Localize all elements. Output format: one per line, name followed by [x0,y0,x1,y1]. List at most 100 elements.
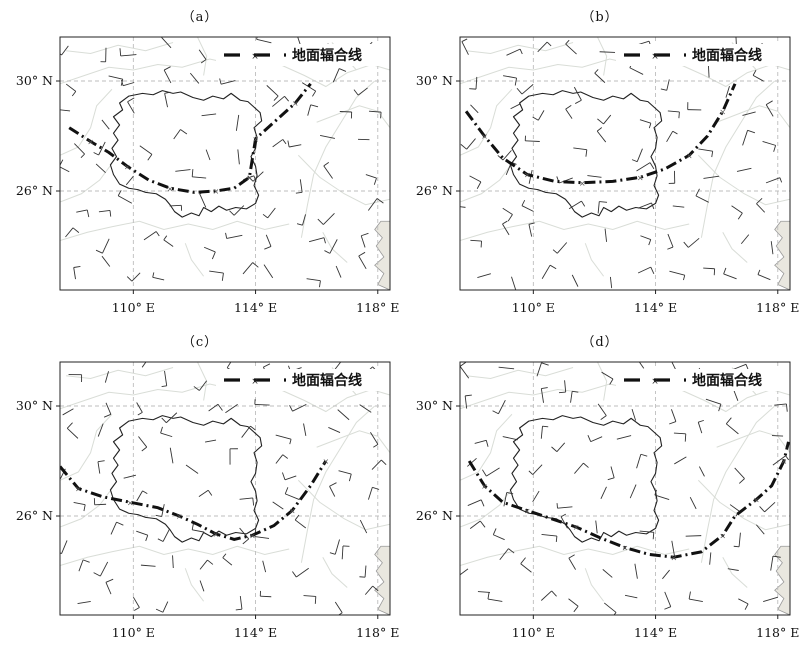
wind-barb [765,177,783,184]
wind-barb [60,45,69,56]
wind-barb [247,171,264,182]
wind-barb [175,169,191,172]
wind-barb [101,255,111,267]
wind-barb [254,399,270,406]
wind-barb [634,563,638,579]
wind-barb [324,239,338,254]
convergence-marker: × [781,457,788,466]
longitude-tick-label: 118° E [356,625,399,640]
wind-barb [141,362,147,368]
hunan-boundary [109,415,263,543]
wind-barb [695,188,709,203]
legend: × 地面辐合线 [616,44,784,66]
wind-barb [587,175,602,178]
legend-background [616,369,784,391]
wind-barb [757,269,771,281]
sea-area [774,220,790,290]
wind-barb [759,502,776,513]
wind-barb [333,362,342,371]
wind-barb [320,135,335,139]
background-border [700,405,776,563]
wind-barb [470,104,479,114]
legend-label: 地面辐合线 [292,47,362,64]
convergence-marker: × [249,531,256,540]
wind-barb [359,404,372,413]
legend: × 地面辐合线 [216,44,384,66]
wind-barb [295,179,303,194]
wind-barb [520,557,532,573]
wind-barb [740,234,750,245]
wind-barb [666,130,678,143]
wind-barb [503,75,518,86]
wind-barb [65,83,77,97]
wind-barb [173,129,188,140]
legend: × 地面辐合线 [216,369,384,391]
wind-barb [738,598,749,610]
wind-barb [73,266,81,280]
convergence-marker: × [124,162,131,171]
longitude-tick-label: 110° E [512,625,555,640]
map-panel-c: （c） × × × × × × × 110° E 114° E 118° E 30° N 26° N ×… [0,325,400,650]
convergence-marker: × [481,132,488,141]
wind-barb [337,409,350,421]
wind-barb [62,408,74,416]
wind-barb [123,474,136,479]
wind-barb [742,129,756,146]
wind-barb [294,514,307,529]
wind-barb [536,362,549,377]
wind-barb [467,499,485,507]
wind-barb [308,237,326,244]
wind-barb [127,97,135,114]
wind-barb [672,205,685,208]
legend-marker: × [651,377,659,387]
wind-barb [97,423,104,437]
wind-barb [600,486,607,499]
wind-barb [136,490,148,502]
legend-background [616,44,784,66]
wind-barb [669,409,677,425]
wind-barb [68,374,83,382]
wind-barb [139,145,153,161]
wind-barb [624,594,638,599]
background-border [466,367,574,380]
convergence-marker: × [246,173,253,182]
wind-barb [752,69,764,82]
wind-barb [161,412,178,424]
wind-barb [772,455,790,466]
wind-barb [532,490,540,503]
wind-barb [502,207,513,222]
wind-barb [73,501,86,512]
wind-barb [117,190,133,204]
wind-barb [262,207,276,219]
wind-barb [616,435,632,440]
wind-barb [502,220,510,236]
latitude-tick-label: 26° N [16,508,53,523]
background-border [466,42,574,55]
wind-barb [358,251,367,270]
wind-barb [121,79,135,87]
wind-barb [60,540,68,554]
convergence-marker: × [524,507,531,516]
wind-barb [637,202,655,210]
wind-barb [272,501,284,510]
background-border [597,37,608,76]
wind-barb [541,264,557,279]
wind-barb [335,265,342,278]
wind-barb [705,398,722,412]
wind-barb [371,459,387,470]
map-canvas: × × × × × × × 110° E 114° E 118° E 30° N 26° N × 地面辐合… [16,361,399,640]
background-border [316,430,390,454]
wind-barb [725,417,739,435]
wind-barb [365,174,377,185]
wind-barb [289,403,307,412]
wind-barb [516,84,534,95]
wind-barb [76,209,90,218]
wind-barb [296,214,306,226]
hunan-boundary [509,415,663,543]
latitude-tick-label: 30° N [16,73,53,88]
wind-barb [60,109,71,112]
wind-barb [742,111,756,116]
legend-marker: × [251,52,259,62]
background-border [716,430,790,454]
wind-barb [528,464,543,475]
